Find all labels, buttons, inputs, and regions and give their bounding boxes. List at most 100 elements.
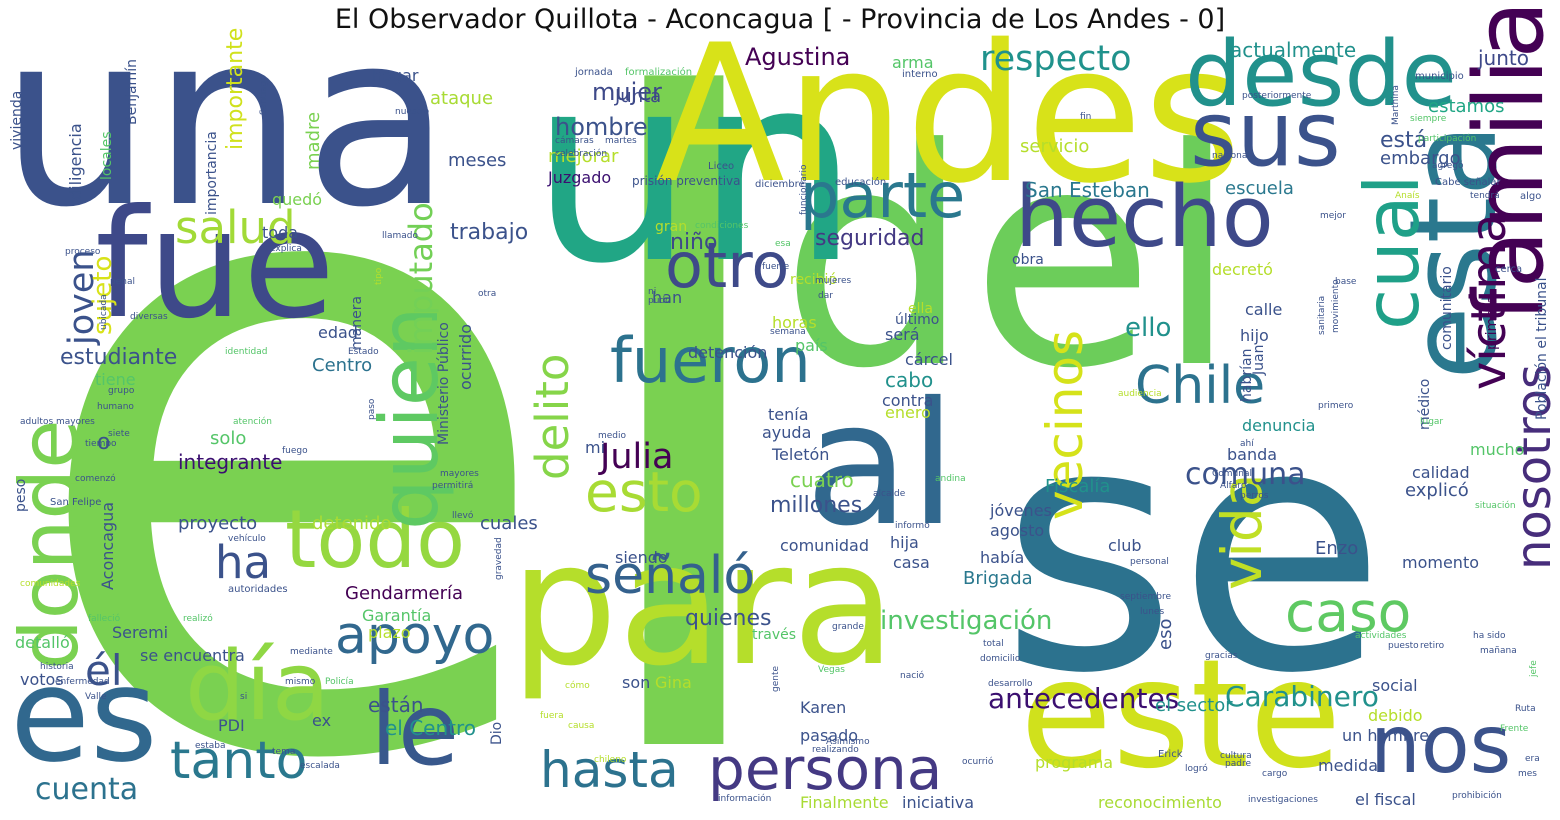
word-imputado: imputado	[402, 202, 440, 355]
word-proyecto: proyecto	[178, 513, 258, 534]
word-apoyo: apoyo	[335, 606, 495, 666]
word-dio: Dio	[489, 721, 505, 745]
word-embargo: embargo	[1380, 148, 1461, 169]
word-comunal: Comunal	[1212, 469, 1252, 479]
word-agosto: agosto	[990, 521, 1045, 540]
word-edad: edad	[318, 323, 358, 342]
word-escalada: escalada	[300, 761, 340, 771]
word-brigada: Brigada	[963, 568, 1033, 589]
word-seremi: Seremi	[112, 623, 169, 642]
word-sera: será	[885, 325, 920, 344]
word-mejorar: mejorar	[548, 146, 619, 167]
word-mes: mes	[1518, 769, 1537, 779]
word-nos: nos	[1370, 698, 1512, 791]
word-madre: madre	[303, 111, 324, 170]
word-agrego: agregó	[1432, 161, 1464, 171]
word-audiencia: audiencia	[1118, 389, 1162, 399]
word-plazo: plazo	[368, 623, 411, 642]
word-tema: tema	[272, 747, 296, 757]
word-cuatro: cuatro	[790, 468, 854, 492]
word-un-hombre: un hombre	[1342, 726, 1430, 745]
word-debido: debido	[1368, 706, 1423, 725]
word-cargo: cargo	[1262, 769, 1288, 779]
word-le: le	[370, 671, 460, 788]
word-algo: algo	[1520, 191, 1542, 202]
word-diversas: diversas	[130, 312, 168, 322]
word-humano: humano	[97, 402, 134, 412]
word-puesto: puesto	[1388, 641, 1419, 651]
word-delito: delito	[526, 353, 579, 480]
word-llamado: llamado	[382, 231, 419, 241]
word-detallo: detalló	[15, 633, 70, 652]
word-junta: Junta	[615, 86, 662, 107]
word-grande: grande	[832, 622, 864, 632]
word-caso: caso	[1285, 580, 1412, 644]
word-vivienda: vivienda	[9, 90, 25, 150]
word-siendo: siendo	[615, 548, 668, 567]
word-tendra: tendrá	[1470, 191, 1500, 201]
word-aconcagua: Aconcagua	[98, 501, 117, 590]
word-comenzo: comenzó	[75, 474, 116, 484]
word-han: han	[652, 288, 683, 307]
word-semana: semana	[770, 327, 806, 337]
word-realizo: realizó	[183, 614, 213, 624]
word-comunitario: comunitario	[1439, 266, 1455, 350]
word-si: si	[240, 692, 248, 702]
word-quedo: quedó	[272, 190, 323, 209]
word-investigacion: investigación	[880, 606, 1053, 636]
word-santiago: Santiago	[259, 75, 269, 115]
word-adultos-mayores: adultos mayores	[20, 417, 95, 427]
word-ahi: ahí	[1240, 439, 1254, 449]
word-programa: programa	[1035, 753, 1114, 772]
word-mismo: mismo	[285, 677, 316, 687]
word-enzo: Enzo	[1315, 538, 1359, 559]
word-manana: mañana	[1480, 646, 1517, 656]
word-habia: había	[980, 548, 1025, 567]
word-vegas: Vegas	[818, 665, 845, 675]
word-dia: día	[185, 632, 330, 742]
word-para: para	[510, 506, 897, 704]
word-llevo: llevó	[452, 511, 474, 521]
word-contra: contra	[882, 391, 934, 410]
word-sus: sus	[1190, 82, 1341, 187]
word-cabo: cabo	[885, 368, 934, 392]
word-pdi: PDI	[218, 716, 245, 735]
word-millones: millones	[770, 493, 863, 518]
word-seguridad: seguridad	[815, 226, 925, 251]
word-investigaciones: investigaciones	[1248, 795, 1318, 805]
word-agustina: Agustina	[745, 43, 851, 71]
word-formalizacion: formalización	[625, 67, 693, 78]
word-ayuda: ayuda	[762, 423, 812, 442]
word-toda: toda	[262, 223, 299, 242]
word-del: del	[780, 85, 1239, 434]
page-title: El Observador Quillota - Aconcagua [ - P…	[334, 4, 1226, 35]
word-tiene: tiene	[95, 370, 136, 389]
word-enero: enero	[885, 403, 931, 422]
word-importante: importante	[223, 27, 248, 150]
word-otra: otra	[478, 289, 497, 299]
word-pais: país	[795, 336, 828, 355]
word-movimiento: movimiento	[1331, 279, 1341, 333]
word-condiciones: condiciones	[695, 221, 749, 231]
word-actualmente: actualmente	[1230, 38, 1357, 62]
word-o: o	[97, 430, 111, 455]
word-cabe-senalar: Cabe señalar	[1435, 177, 1501, 188]
word-se: se	[1000, 352, 1387, 748]
word-erick: Erick	[1158, 749, 1183, 760]
word-septiembre: septiembre	[1120, 592, 1172, 602]
word-marthina: Marthina	[1391, 85, 1401, 125]
word-ella: ella	[908, 301, 933, 317]
word-trabajo: trabajo	[450, 220, 529, 245]
word-obra: obra	[1012, 252, 1044, 268]
word-votos: votos	[20, 670, 64, 689]
word-identidad: identidad	[225, 347, 268, 357]
word-carabinero: Carabinero	[1225, 680, 1379, 713]
word-es: es	[10, 639, 158, 791]
word-jornada: jornada	[575, 67, 613, 78]
word-momento: momento	[1402, 553, 1480, 572]
word-hogar: hogar	[372, 66, 419, 85]
word-calidad: calidad	[1412, 463, 1470, 482]
word-mi: mi	[585, 438, 606, 457]
word-retiro: retiro	[1420, 641, 1445, 651]
